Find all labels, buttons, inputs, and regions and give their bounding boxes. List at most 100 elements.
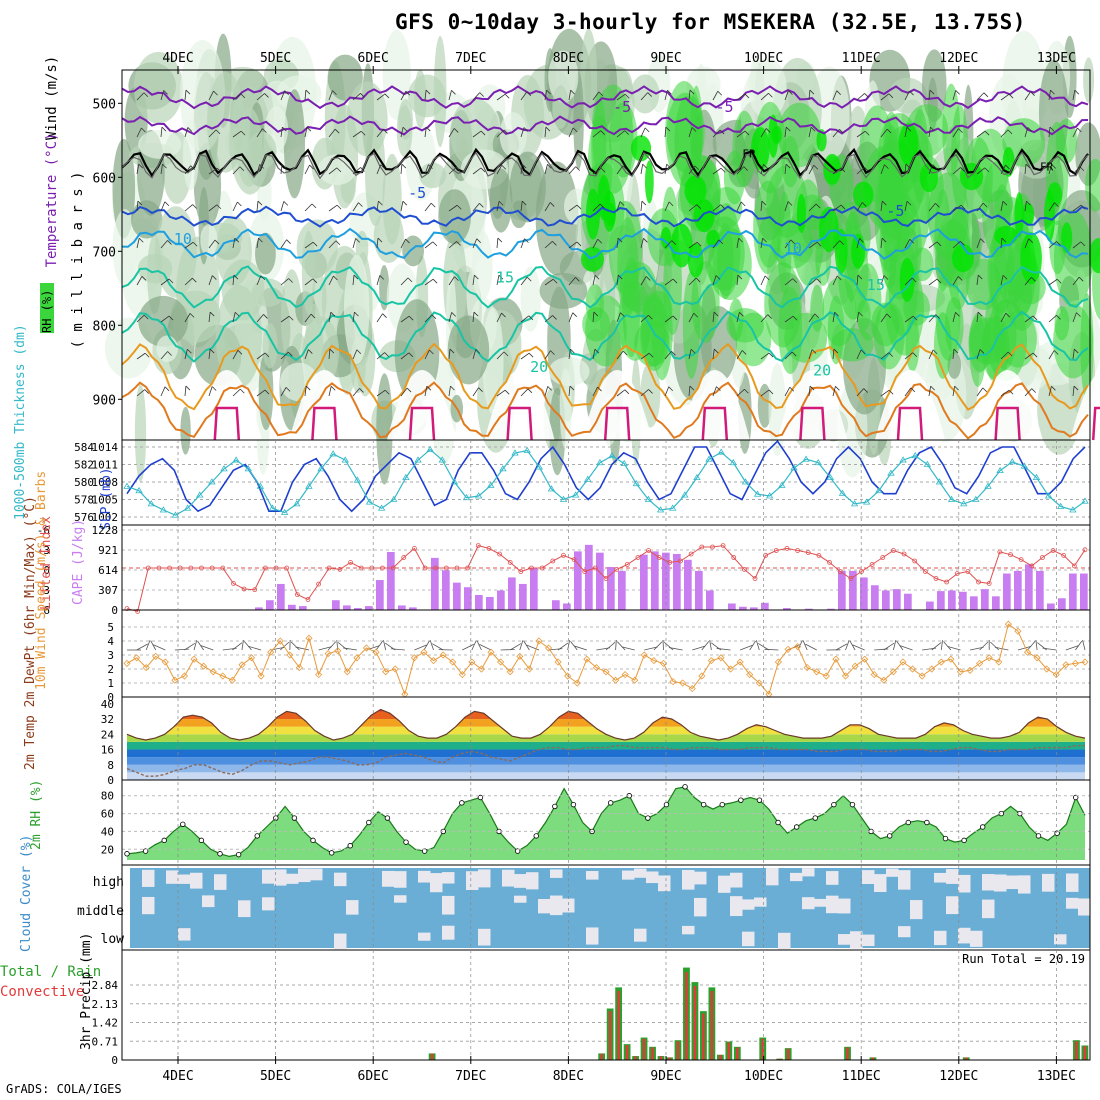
wind-barb (832, 386, 836, 397)
rh2m-point (403, 839, 409, 845)
wind-barb (808, 203, 817, 212)
wind-barb-flag (405, 238, 410, 244)
wind-barb (160, 127, 163, 138)
wind-barb (328, 275, 334, 286)
cloud-mid-gap (514, 895, 527, 903)
cape-bar (365, 606, 373, 610)
precip-convective-bar (1075, 1041, 1078, 1060)
rh2m-point (812, 815, 818, 821)
wind-barb-flag (836, 275, 842, 281)
wind-barb (328, 240, 337, 249)
wind-barb (208, 204, 218, 212)
wind-barb-flag (312, 241, 318, 247)
wind-speed-point (1062, 661, 1070, 669)
wind-barb-flag (332, 90, 337, 95)
freezing-level-2 (121, 151, 1089, 180)
wind-barb (145, 640, 151, 651)
rh-shade-saturated (768, 114, 779, 158)
wind-barb-flag (408, 352, 414, 358)
wind-barb-flag (744, 130, 750, 136)
lifted-point (731, 555, 737, 560)
wind-barb (256, 275, 262, 286)
wind-barb (832, 167, 842, 175)
precip-convective-bar (727, 1042, 731, 1060)
wind-barb-flag (408, 315, 414, 321)
wind-barb-flag (883, 275, 889, 280)
temp-band (127, 764, 1085, 773)
wind-barb-flag (1005, 312, 1011, 318)
wind-barb (1000, 313, 1007, 323)
thickness-point (547, 485, 556, 492)
wind-barb-flag (498, 200, 504, 206)
cape-bar (651, 551, 659, 610)
rh2m-point (347, 843, 353, 849)
temp-band (127, 709, 1085, 712)
wind-barb (352, 130, 362, 138)
rh2m-point (886, 833, 893, 839)
wind-barb-flag (211, 386, 217, 391)
wind-barb (136, 164, 140, 175)
cape-bar (519, 583, 527, 610)
wind-barb (928, 90, 931, 101)
cloud-low-gap (586, 927, 599, 945)
wind-barb-flag (456, 241, 461, 246)
cape-bar (838, 570, 846, 610)
cape-bar (563, 603, 571, 610)
cloud-high-gap (766, 868, 779, 886)
wind-barb (664, 127, 667, 138)
wind-speed-point (928, 665, 936, 673)
wind-speed-point (774, 658, 783, 666)
wind-barb-flag (239, 388, 245, 394)
wind-barb (523, 640, 530, 651)
wind-barb (496, 312, 502, 323)
wind-barb-flag (1056, 315, 1061, 320)
wind-speed-point (870, 671, 878, 679)
wind-barb-flag (671, 351, 676, 356)
wind-barb (304, 127, 308, 138)
wind-barb (328, 90, 333, 101)
cloud-high-gap (946, 869, 959, 884)
y-tick-label: 700 (93, 245, 116, 260)
rh-shade (130, 200, 163, 239)
slp-ylabel: SLP (mb) (99, 467, 114, 530)
wind-barb (808, 241, 818, 249)
wind-barb-flag (498, 274, 504, 280)
wind-barb (472, 349, 477, 360)
rh-shade-moist (777, 191, 792, 295)
wind-barb-flag (575, 277, 580, 282)
wind-barb-flag (360, 130, 366, 136)
thickness-point (741, 478, 750, 485)
wind-barb (544, 315, 553, 323)
slp-tick-label: 1008 (92, 476, 119, 489)
rh-shade (327, 54, 363, 101)
wind-barb (544, 90, 548, 101)
temp-tick-label: 8 (107, 759, 114, 772)
wind-barb-flag (384, 352, 389, 357)
cloud-mid-gap (394, 895, 407, 903)
cloud-mid-gap (262, 897, 275, 911)
rh2m-point (310, 837, 316, 844)
rh-shade (510, 200, 528, 229)
cloud-low-gap (970, 930, 983, 947)
wind-speed-point (362, 644, 371, 652)
lifted-point (688, 551, 694, 557)
wind-barb (136, 238, 140, 249)
thickness-point (850, 500, 859, 507)
rh-shade (447, 315, 490, 385)
lifted-point (954, 571, 960, 576)
wind-barb (928, 386, 932, 397)
wind-barb (784, 278, 793, 286)
wind-barb (160, 351, 168, 360)
wind-barb (280, 278, 289, 286)
wind-barb-flag (358, 202, 363, 207)
wind-barb (736, 238, 740, 249)
rh-shade-moist (1085, 158, 1100, 212)
cloud-high-gap (262, 869, 275, 884)
isotherm-35 (311, 406, 338, 441)
wind-barb-flag (768, 92, 773, 98)
wind-barb-flag (240, 130, 246, 136)
lifted-point (231, 581, 236, 586)
wind-barb-flag (809, 89, 815, 95)
wind-speed-point (659, 659, 668, 667)
